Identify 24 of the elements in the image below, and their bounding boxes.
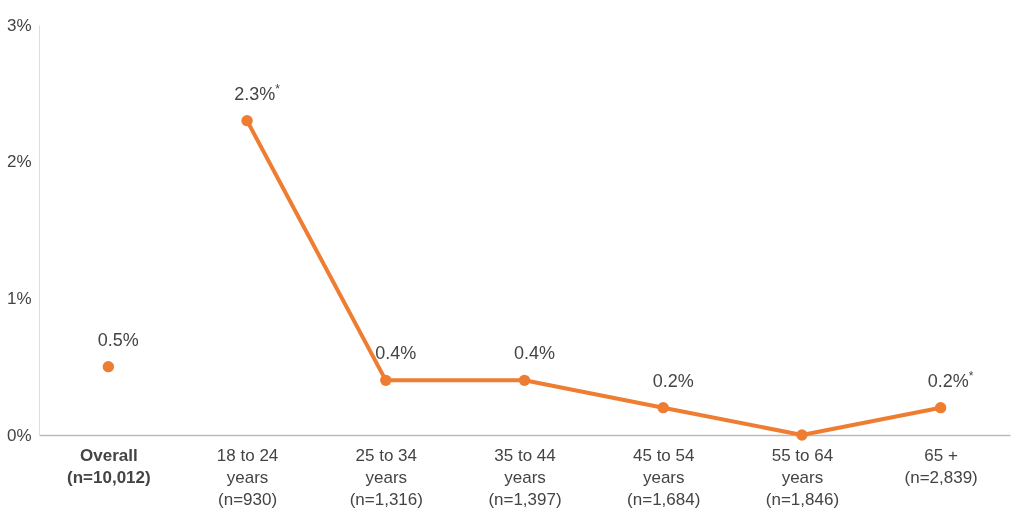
point [934, 401, 947, 414]
x-tick-label: 45 to 54 years (n=1,684) [627, 445, 701, 509]
point [241, 114, 253, 127]
data-label: 0.2%$^{*}$ [927, 368, 974, 391]
y-tick-label: 2% [6, 152, 32, 172]
data-label: 0.2% [652, 370, 694, 391]
y-tick-label: 0% [6, 425, 32, 445]
x-tick-label: Overall (n=10,012) [67, 445, 151, 487]
data-label: 0.5% [97, 329, 139, 350]
x-tick-label: 35 to 44 years (n=1,397) [488, 445, 562, 509]
x-tick-label: 18 to 24 years (n=930) [216, 445, 279, 509]
point [380, 374, 392, 387]
data-label: 0.4% [375, 343, 417, 364]
x-tick-label: 25 to 34 years (n=1,316) [349, 445, 423, 509]
y-tick-label: 1% [6, 288, 32, 308]
data-label: 0.4% [513, 343, 556, 364]
point [102, 360, 115, 373]
data-label: 2.3%$^{*}$ [234, 81, 281, 104]
x-tick-label: 55 to 64 years (n=1,846) [765, 445, 840, 509]
x-tick-label: 65 + (n=2,839) [904, 445, 978, 487]
point [796, 429, 808, 441]
point [518, 374, 531, 387]
point [657, 401, 669, 414]
y-tick-label: 3% [6, 15, 32, 35]
